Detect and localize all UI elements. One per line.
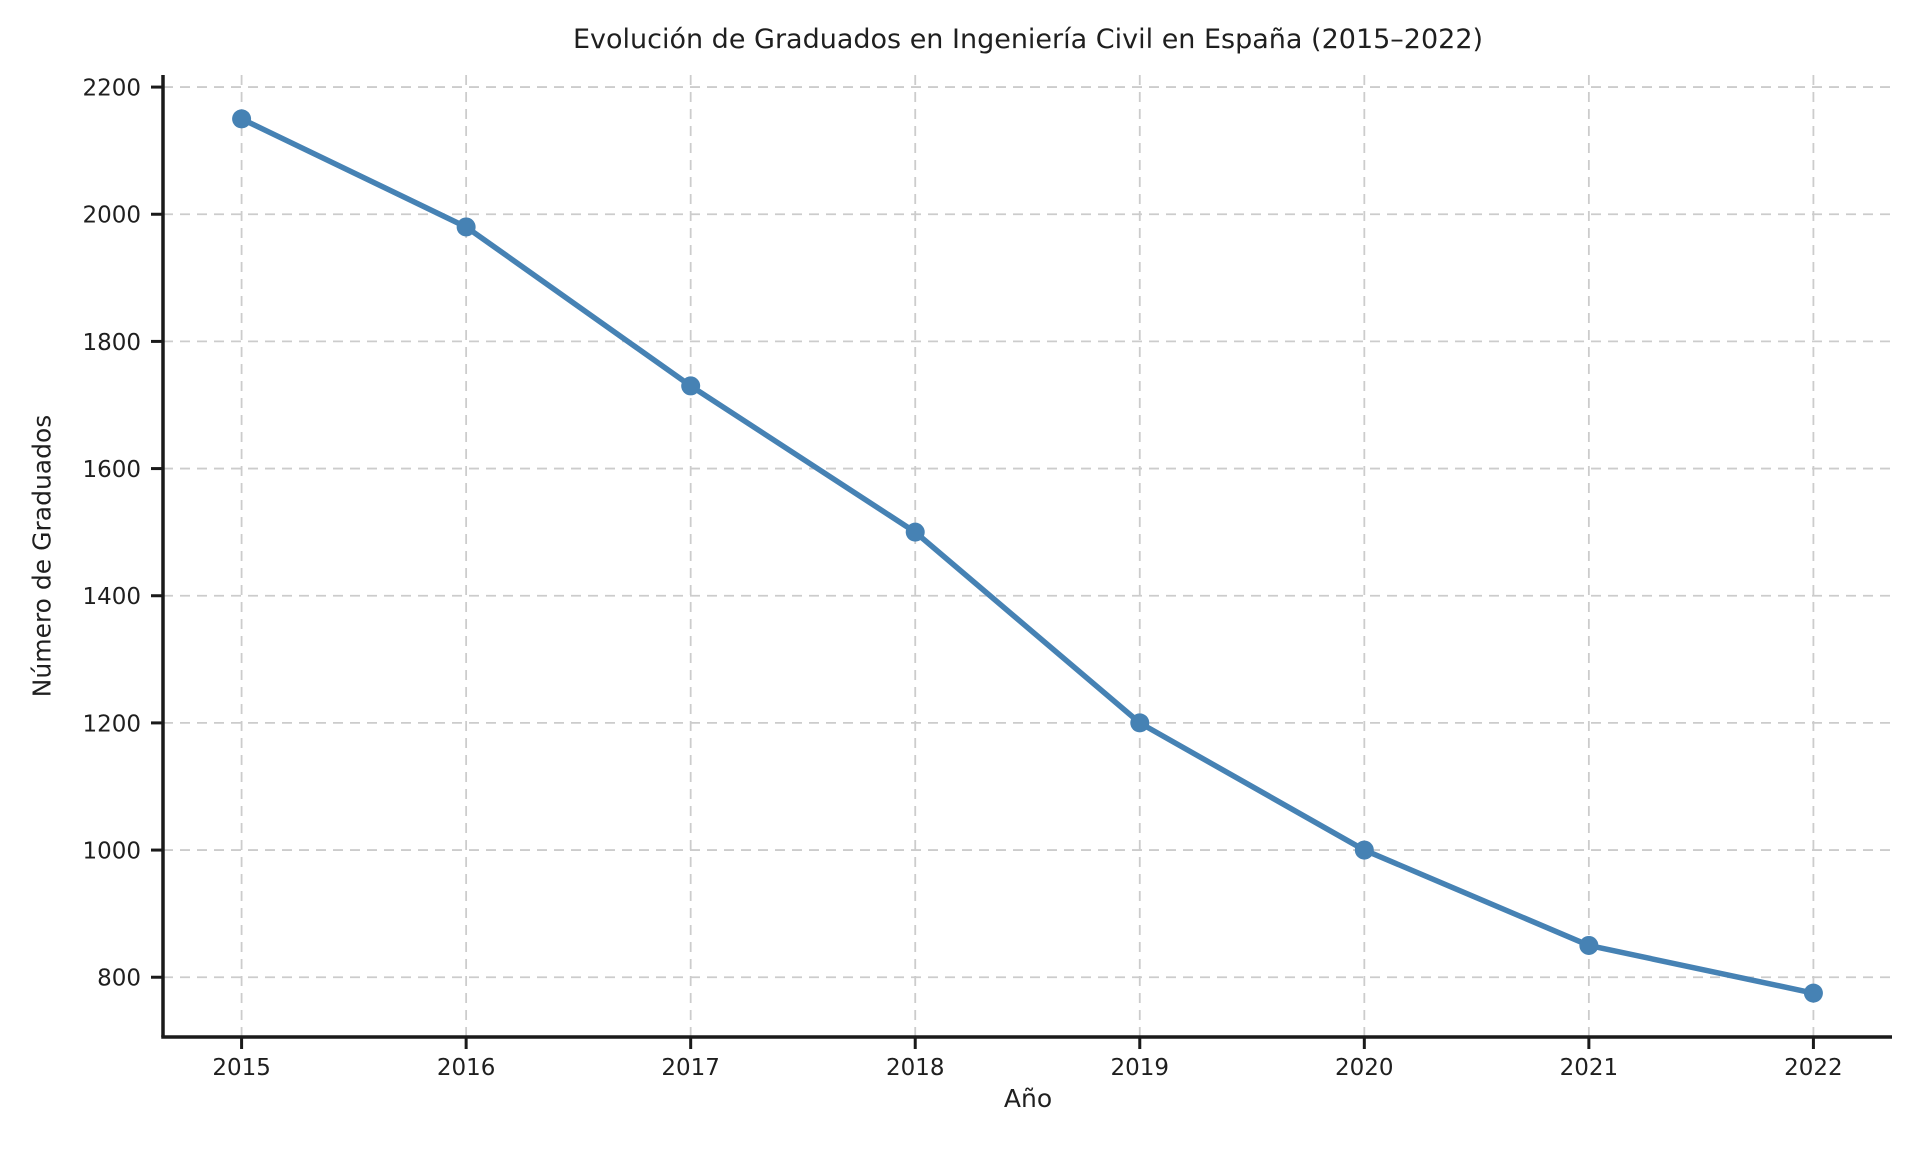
x-tick-label: 2017 <box>661 1055 720 1081</box>
y-tick-label: 1200 <box>82 711 141 737</box>
y-tick-label: 1600 <box>82 457 141 483</box>
y-tick-label: 2200 <box>82 76 141 102</box>
y-tick-label: 800 <box>97 966 141 992</box>
data-point-marker <box>1354 840 1374 860</box>
y-tick-label: 1800 <box>82 330 141 356</box>
data-point-marker <box>232 109 252 129</box>
x-axis-label: Año <box>1003 1084 1053 1113</box>
x-tick-label: 2020 <box>1335 1055 1394 1081</box>
x-tick-label: 2016 <box>437 1055 496 1081</box>
x-tick-label: 2021 <box>1560 1055 1619 1081</box>
x-tick-label: 2019 <box>1110 1055 1169 1081</box>
series-line <box>238 116 1817 996</box>
data-point-marker <box>1803 983 1823 1003</box>
x-tick-label: 2022 <box>1784 1055 1843 1081</box>
data-point-marker <box>905 522 925 542</box>
x-tick-label: 2015 <box>212 1055 271 1081</box>
data-point-marker <box>1130 713 1150 733</box>
y-tick-label: 2000 <box>82 203 141 229</box>
data-point-marker <box>456 217 476 237</box>
x-tick-label: 2018 <box>886 1055 945 1081</box>
data-point-marker <box>1579 935 1599 955</box>
data-point-marker <box>681 376 701 396</box>
y-tick-label: 1000 <box>82 839 141 865</box>
chart-title: Evolución de Graduados en Ingeniería Civ… <box>572 24 1484 55</box>
y-tick-label: 1400 <box>82 584 141 610</box>
y-axis-label: Número de Graduados <box>27 414 57 698</box>
